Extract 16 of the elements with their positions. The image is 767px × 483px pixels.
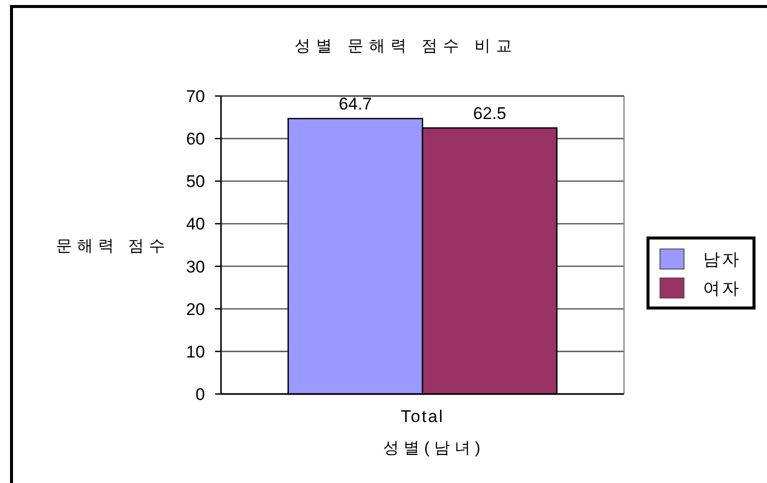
y-tick-label: 20 [186, 300, 205, 319]
y-tick-label: 60 [186, 130, 205, 149]
y-tick-label: 10 [186, 342, 205, 362]
legend-label: 여자 [703, 279, 741, 298]
ylabel: 문해력 점수 [56, 238, 170, 255]
x-tick-label: Total [400, 407, 444, 426]
data-label: 64.7 [338, 94, 372, 114]
y-tick-label: 0 [196, 385, 205, 404]
y-tick-label: 40 [186, 214, 205, 234]
y-tick-label: 70 [186, 87, 205, 106]
xlabel: 성별(남녀) [383, 440, 485, 457]
data-label: 62.5 [473, 104, 506, 123]
y-tick-label: 50 [186, 172, 205, 192]
title: 성별 문해력 점수 비교 [294, 38, 518, 55]
y-tick-label: 30 [186, 257, 205, 276]
legend-label: 남자 [703, 250, 741, 269]
